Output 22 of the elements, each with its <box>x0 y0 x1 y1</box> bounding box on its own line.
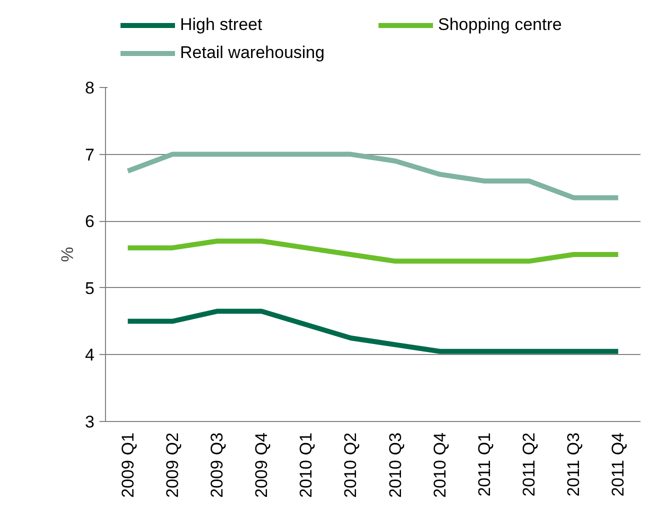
legend-label: Retail warehousing <box>180 43 326 63</box>
x-tick-label: 2011 Q1 <box>474 432 494 496</box>
x-tick-label: 2009 Q4 <box>252 432 272 498</box>
y-tick-label: 3 <box>85 412 95 432</box>
x-tick-label: 2011 Q3 <box>564 432 584 496</box>
y-tick-label: 7 <box>85 145 95 164</box>
x-tick-label: 2011 Q4 <box>608 432 628 496</box>
y-tick-label: 4 <box>85 346 95 365</box>
x-tick-label: 2011 Q2 <box>520 432 539 496</box>
x-tick-label: 2010 Q2 <box>341 432 360 498</box>
legend-label: High street <box>180 15 264 35</box>
y-axis-title: % <box>58 246 78 262</box>
x-tick-label: 2009 Q1 <box>118 432 138 498</box>
x-tick-label: 2009 Q3 <box>207 432 226 498</box>
x-tick-label: 2010 Q4 <box>430 432 450 498</box>
y-tick-label: 8 <box>85 78 95 98</box>
y-tick-label: 6 <box>85 212 95 232</box>
legend-label: Shopping centre <box>438 15 563 35</box>
x-tick-label: 2010 Q3 <box>386 432 405 498</box>
y-tick-label: 5 <box>85 278 95 298</box>
x-tick-label: 2010 Q1 <box>296 432 316 498</box>
x-tick-label: 2009 Q2 <box>162 432 182 498</box>
